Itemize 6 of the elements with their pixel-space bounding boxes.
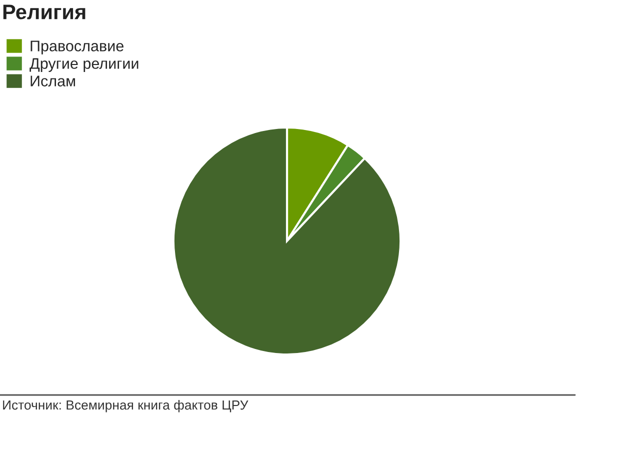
legend-label: Православие	[30, 40, 124, 54]
pie-slice	[172, 126, 402, 356]
text: Источник: Всемирная книга фактов ЦРУ	[3, 400, 248, 412]
legend-label: Ислам	[30, 76, 76, 86]
chart-title: Религия	[3, 4, 86, 20]
legend-label: Другие религии	[30, 58, 138, 72]
